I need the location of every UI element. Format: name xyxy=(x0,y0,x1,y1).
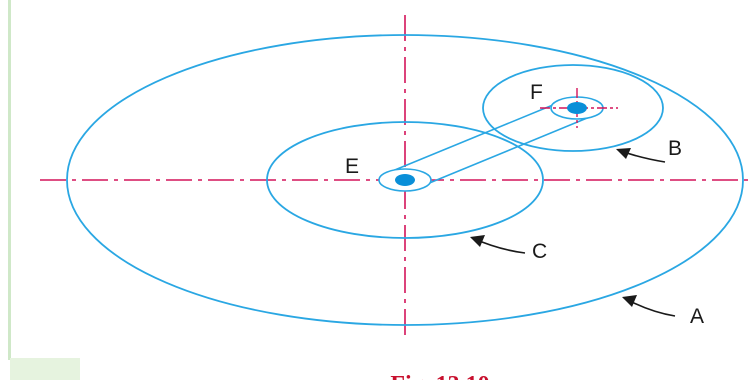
arrow-head-b xyxy=(616,148,631,159)
circle-a xyxy=(66,34,744,326)
corner-patch xyxy=(10,358,80,380)
arrow-head-a xyxy=(622,295,637,307)
circle-c xyxy=(266,121,544,239)
link-arm-lower-edge xyxy=(426,115,593,185)
arrow-head-c xyxy=(470,235,485,247)
left-border-strip xyxy=(8,0,11,360)
circle-b xyxy=(482,64,664,152)
link-arm xyxy=(378,96,604,192)
label-c: C xyxy=(532,240,547,263)
label-a: A xyxy=(690,305,704,328)
label-e: E xyxy=(345,155,359,178)
label-b: B xyxy=(668,137,682,160)
pivot-f-dot xyxy=(567,102,587,114)
pivot-e-dot xyxy=(395,174,415,186)
leader-arrows xyxy=(471,149,676,317)
arrow-heads xyxy=(470,148,637,307)
circles xyxy=(66,34,744,326)
link-arm-upper-edge xyxy=(384,99,566,175)
figure-caption: Fig. 13.10 xyxy=(390,372,489,380)
label-f: F xyxy=(530,81,543,104)
